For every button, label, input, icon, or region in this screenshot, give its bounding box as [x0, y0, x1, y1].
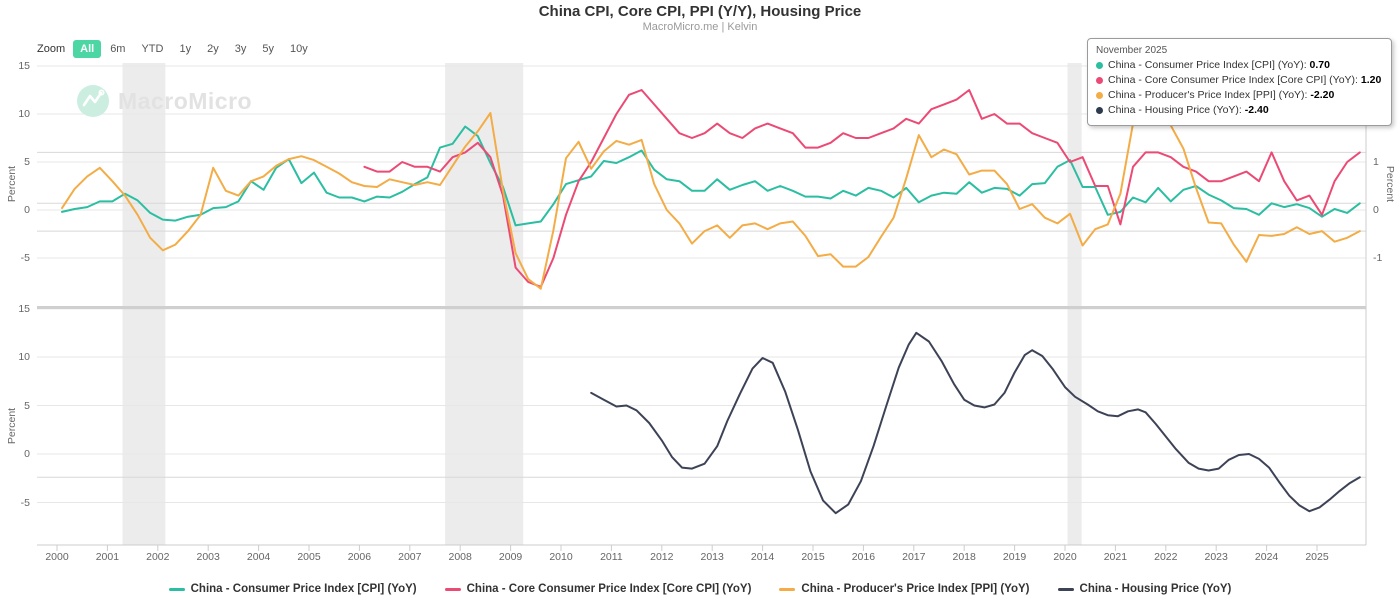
x-axis-tick-label: 2015: [801, 551, 825, 563]
legend-dash-icon: [1057, 587, 1074, 591]
series-bullet-icon: [1096, 76, 1103, 84]
x-axis-tick-label: 2017: [902, 551, 926, 563]
recession-band: [122, 63, 166, 545]
tooltip-date: November 2025: [1096, 45, 1168, 56]
x-axis-tick-label: 2011: [600, 551, 623, 563]
zoom-button-ytd[interactable]: YTD: [141, 43, 164, 55]
tooltip-row: China - Core Consumer Price Index [Core …: [1096, 73, 1381, 88]
x-axis-tick-label: 2012: [650, 551, 674, 563]
left-axis-title-bottom: Percent: [6, 407, 19, 445]
y-axis-tick-label: -5: [20, 496, 30, 509]
x-axis-tick-label: 2014: [750, 551, 775, 563]
zoom-button-1y[interactable]: 1y: [179, 43, 192, 55]
zoom-button-6m[interactable]: 6m: [110, 43, 126, 55]
legend-dash-icon: [168, 587, 185, 591]
x-axis-tick-label: 2021: [1103, 551, 1128, 563]
x-axis-tick-label: 2025: [1305, 551, 1329, 563]
chart-subtitle: MacroMicro.me | Kelvin: [642, 21, 758, 33]
y-axis-tick-label: 10: [18, 351, 30, 363]
x-axis-tick-label: 2020: [1053, 551, 1077, 563]
x-axis-tick-label: 2019: [1002, 551, 1027, 563]
tooltip-row: China - Producer's Price Index [PPI] (Yo…: [1096, 88, 1381, 103]
right-y-axis-tick-label: 0: [1373, 204, 1379, 216]
recession-band: [1067, 63, 1082, 545]
right-y-axis-tick-label: 1: [1373, 156, 1379, 168]
x-axis-tick-label: 2001: [95, 551, 120, 563]
legend-item[interactable]: China - Core Consumer Price Index [Core …: [444, 583, 751, 595]
legend-item[interactable]: China - Housing Price (YoY): [1057, 583, 1231, 595]
x-axis-tick-label: 2024: [1254, 551, 1279, 563]
x-axis-tick-label: 2009: [498, 551, 523, 563]
x-axis-tick-label: 2007: [398, 551, 422, 563]
x-axis-tick-label: 2006: [347, 551, 372, 563]
panel-divider[interactable]: [37, 306, 1366, 310]
series-bullet-icon: [1096, 106, 1103, 114]
y-axis-tick-label: -5: [20, 252, 30, 264]
zoom-button-2y[interactable]: 2y: [207, 43, 219, 55]
x-axis-tick-label: 2022: [1154, 551, 1178, 563]
zoom-label: Zoom: [37, 43, 66, 55]
zoom-toolbar: Zoom All 6m YTD 1y 2y 3y 5y 10y: [37, 40, 317, 58]
legend-item[interactable]: China - Consumer Price Index [CPI] (YoY): [168, 583, 417, 595]
chart-tooltip: November 2025 China - Consumer Price Ind…: [1087, 38, 1393, 126]
x-axis-tick-label: 2013: [700, 551, 724, 563]
x-axis-tick-label: 2023: [1204, 551, 1228, 563]
y-axis-tick-label: 5: [24, 156, 30, 168]
cpi-line[interactable]: [61, 125, 1361, 227]
right-axis-title: Percent: [1384, 165, 1397, 203]
core-cpi-line[interactable]: [363, 89, 1361, 288]
recession-band: [445, 63, 524, 545]
x-axis-tick-label: 2010: [549, 551, 573, 563]
x-axis-tick-label: 2000: [45, 551, 69, 563]
x-axis-tick-label: 2003: [196, 551, 220, 563]
y-axis-tick-label: 0: [24, 448, 30, 460]
zoom-button-3y[interactable]: 3y: [234, 43, 247, 55]
y-axis-tick-label: 10: [18, 108, 30, 120]
right-y-axis-tick-label: -1: [1373, 252, 1383, 264]
x-axis-tick-label: 2016: [851, 551, 876, 563]
series-bullet-icon: [1096, 61, 1103, 69]
x-axis-tick-label: 2008: [448, 551, 472, 563]
series-bullet-icon: [1096, 91, 1103, 99]
x-axis-tick-label: 2005: [297, 551, 321, 563]
housing-price-line[interactable]: [590, 331, 1361, 515]
left-axis-title-top: Percent: [6, 165, 19, 203]
y-axis-tick-label: 5: [24, 399, 30, 412]
tooltip-row: China - Consumer Price Index [CPI] (YoY)…: [1096, 58, 1381, 73]
zoom-button-10y[interactable]: 10y: [289, 43, 308, 55]
legend-item[interactable]: China - Producer's Price Index [PPI] (Yo…: [779, 583, 1030, 595]
legend-dash-icon: [444, 587, 461, 591]
tooltip-row: China - Housing Price (YoY): -2.40: [1096, 103, 1381, 118]
chart-legend: China - Consumer Price Index [CPI] (YoY)…: [0, 583, 1400, 595]
y-axis-tick-label: 0: [24, 204, 30, 216]
zoom-button-all[interactable]: All: [73, 40, 102, 58]
zoom-button-5y[interactable]: 5y: [262, 43, 274, 55]
x-axis-tick-label: 2002: [146, 551, 170, 563]
x-axis-tick-label: 2004: [246, 551, 271, 563]
x-axis-tick-label: 2018: [952, 551, 976, 563]
y-axis-tick-label: 15: [18, 60, 30, 72]
chart-title: China CPI, Core CPI, PPI (Y/Y), Housing …: [538, 3, 862, 20]
y-axis-tick-label: 15: [18, 302, 30, 315]
legend-dash-icon: [779, 587, 796, 591]
